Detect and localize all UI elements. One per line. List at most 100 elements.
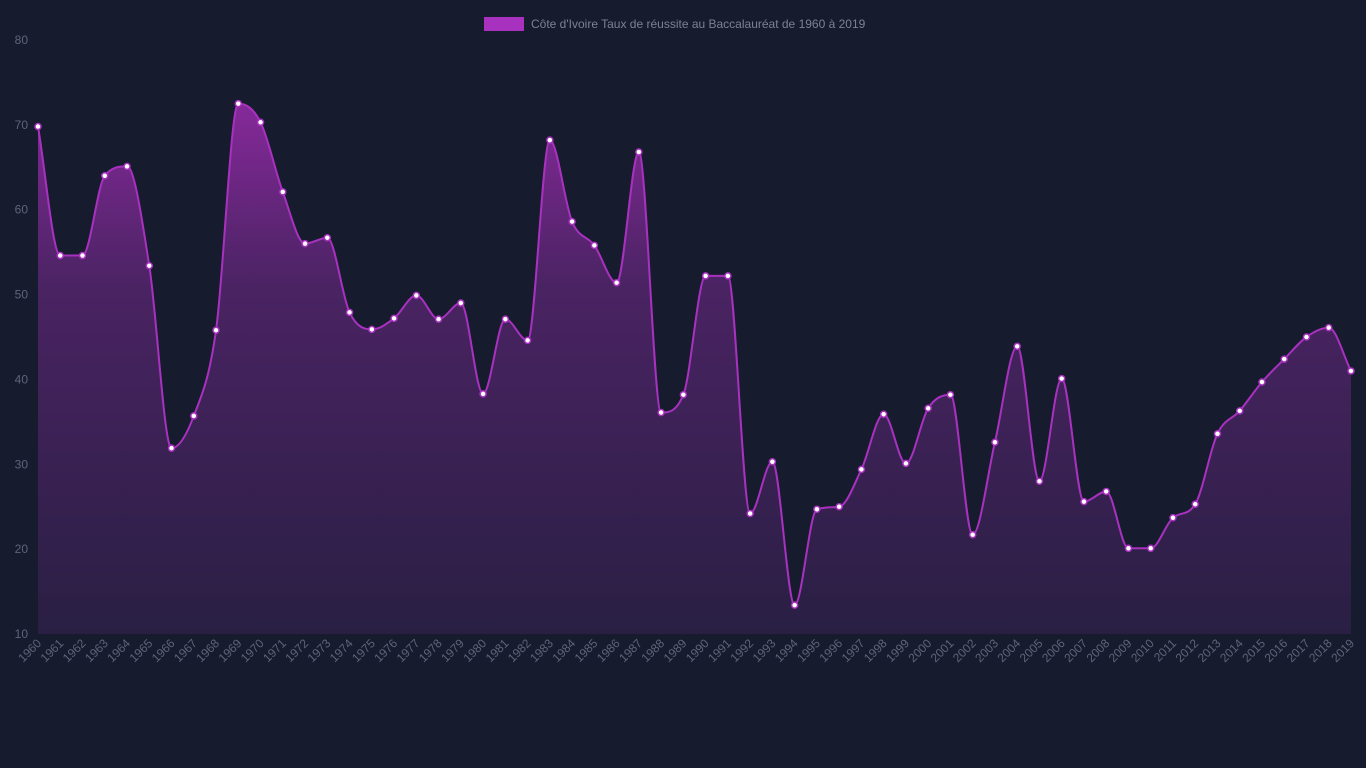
x-tick-label: 1992 [727,636,756,665]
data-point[interactable] [790,601,799,609]
data-point[interactable] [123,162,131,171]
x-tick-label: 2012 [1173,636,1202,665]
data-point[interactable] [746,509,754,518]
data-point[interactable] [679,390,688,399]
x-tick-label: 1996 [816,636,845,665]
data-point[interactable] [234,99,243,108]
x-tick-label: 1987 [616,636,645,665]
data-point[interactable] [1191,500,1199,508]
data-point[interactable] [968,530,977,539]
data-point[interactable] [657,408,665,417]
x-tick-label: 1965 [127,636,156,665]
data-point[interactable] [1124,544,1133,553]
y-tick-label: 10 [15,627,29,641]
x-tick-label: 1964 [104,636,133,665]
x-tick-label: 2001 [928,636,957,665]
data-point[interactable] [1347,367,1355,375]
data-point[interactable] [78,251,87,260]
x-tick-label: 1977 [394,636,423,665]
x-tick-label: 1997 [839,636,868,665]
legend[interactable]: Côte d'Ivoire Taux de réussite au Baccal… [484,17,866,31]
data-point[interactable] [612,278,621,287]
series-area [38,103,1351,634]
data-point[interactable] [924,404,932,413]
data-point[interactable] [434,315,443,323]
x-tick-label: 1995 [794,636,823,665]
data-point[interactable] [34,122,42,131]
data-point[interactable] [1146,544,1155,553]
x-tick-label: 2005 [1017,636,1046,665]
y-tick-label: 80 [15,33,29,47]
x-tick-label: 1968 [193,636,222,665]
data-point[interactable] [946,390,955,399]
data-point[interactable] [101,172,109,180]
x-tick-label: 1988 [638,636,667,665]
data-point[interactable] [1169,513,1177,522]
x-tick-label: 1969 [216,636,245,665]
data-point[interactable] [345,308,354,317]
data-point[interactable] [1258,378,1266,386]
data-point[interactable] [457,299,465,307]
data-point[interactable] [879,410,888,418]
data-point[interactable] [590,241,599,250]
x-tick-label: 1989 [661,636,690,665]
x-tick-label: 1981 [483,636,512,665]
x-tick-label: 2008 [1084,636,1113,665]
data-point[interactable] [813,505,821,514]
data-point[interactable] [1235,407,1244,415]
data-point[interactable] [1280,355,1288,363]
data-point[interactable] [1302,333,1311,341]
data-point[interactable] [501,315,510,323]
data-point[interactable] [1013,342,1021,351]
data-point[interactable] [412,291,421,300]
data-point[interactable] [835,502,843,511]
x-tick-label: 1990 [683,636,712,665]
data-point[interactable] [701,272,710,280]
data-point[interactable] [212,326,220,334]
data-point[interactable] [368,325,376,334]
x-tick-label: 2017 [1284,636,1313,665]
data-point[interactable] [145,261,154,270]
x-tick-label: 2000 [906,636,935,665]
y-tick-label: 50 [15,288,29,302]
x-tick-label: 1973 [305,636,334,665]
data-point[interactable] [1102,487,1110,496]
data-point[interactable] [568,217,576,226]
data-point[interactable] [1213,429,1222,438]
data-point[interactable] [56,251,65,260]
data-point[interactable] [1057,374,1066,383]
data-point[interactable] [1324,323,1333,332]
data-point[interactable] [479,390,487,398]
legend-swatch[interactable] [484,17,524,31]
data-point[interactable] [1035,477,1044,486]
y-tick-label: 20 [15,542,29,556]
x-tick-label: 2011 [1151,636,1179,664]
data-point[interactable] [991,438,999,446]
y-tick-label: 60 [15,203,29,217]
data-point[interactable] [902,459,910,468]
data-point[interactable] [167,444,176,452]
data-point[interactable] [256,118,265,127]
x-tick-label: 2004 [995,636,1024,665]
x-tick-label: 1980 [460,636,489,665]
x-tick-label: 2016 [1262,636,1291,665]
legend-label[interactable]: Côte d'Ivoire Taux de réussite au Baccal… [531,17,866,31]
x-tick-label: 1986 [594,636,623,665]
data-point[interactable] [190,412,198,420]
data-point[interactable] [546,136,554,144]
data-point[interactable] [1080,497,1088,506]
x-tick-label: 1984 [549,636,578,665]
x-tick-label: 1999 [883,636,912,665]
data-point[interactable] [523,336,532,345]
data-point[interactable] [323,233,332,242]
x-tick-label: 2010 [1128,636,1157,665]
data-point[interactable] [390,314,398,323]
data-point[interactable] [724,272,732,280]
data-point[interactable] [279,188,287,196]
data-point[interactable] [857,465,866,474]
data-point[interactable] [635,148,643,156]
data-point[interactable] [768,457,777,466]
x-tick-label: 1970 [238,636,267,665]
data-point[interactable] [301,239,309,248]
